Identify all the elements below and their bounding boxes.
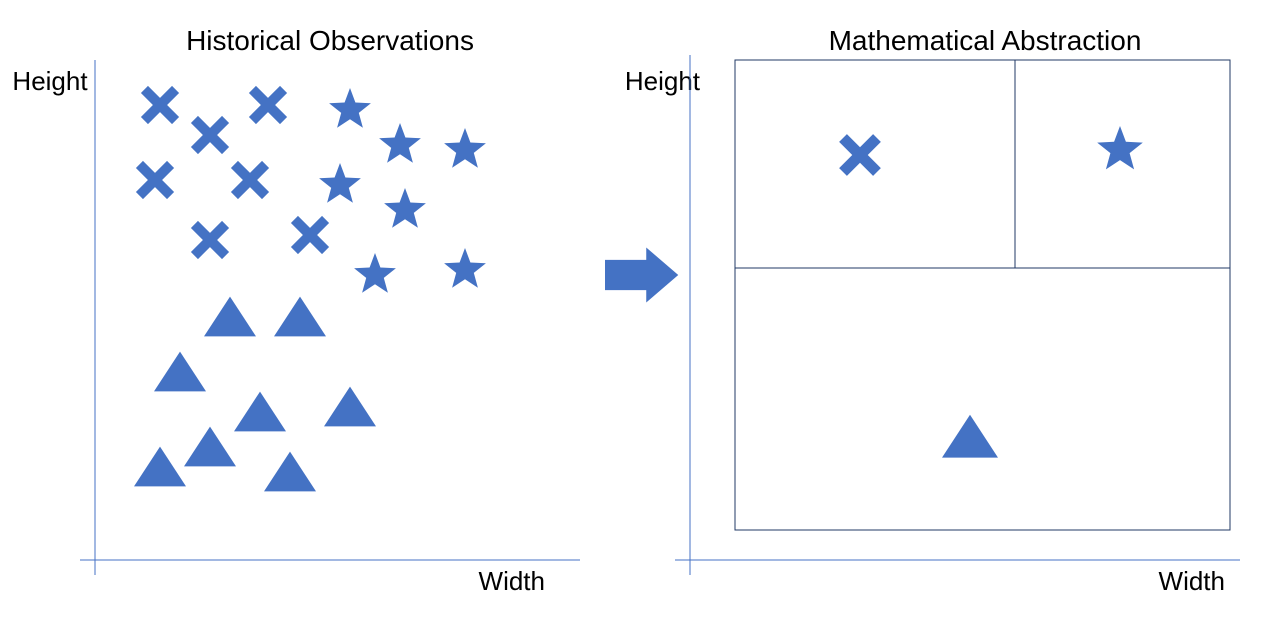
star-icon	[319, 163, 361, 203]
triangle-icon	[154, 352, 206, 392]
triangle-icon	[274, 297, 326, 337]
star-icon	[329, 88, 371, 128]
triangle-icon	[264, 452, 316, 492]
star-icon	[354, 253, 396, 293]
cross-icon	[136, 161, 174, 199]
cross-icon	[231, 161, 269, 199]
triangle-icon	[234, 392, 286, 432]
star-icon	[444, 248, 486, 288]
cross-icon	[191, 221, 229, 259]
right-xlabel: Width	[1159, 566, 1225, 596]
star-icon	[1097, 126, 1143, 169]
right-title: Mathematical Abstraction	[829, 25, 1142, 56]
arrow-icon	[605, 248, 678, 303]
star-icon	[384, 188, 426, 228]
triangle-icon	[324, 387, 376, 427]
right-ylabel: Height	[625, 66, 701, 96]
triangle-icon	[184, 427, 236, 467]
cross-icon	[249, 86, 287, 124]
cross-icon	[191, 116, 229, 154]
cross-icon	[141, 86, 179, 124]
left-ylabel: Height	[12, 66, 88, 96]
triangle-icon	[942, 415, 998, 458]
cross-icon	[291, 216, 329, 254]
partition-outer	[735, 60, 1230, 530]
star-icon	[444, 128, 486, 168]
star-icon	[379, 123, 421, 163]
cross-icon	[839, 134, 881, 176]
triangle-icon	[204, 297, 256, 337]
left-xlabel: Width	[479, 566, 545, 596]
left-title: Historical Observations	[186, 25, 474, 56]
triangle-icon	[134, 447, 186, 487]
